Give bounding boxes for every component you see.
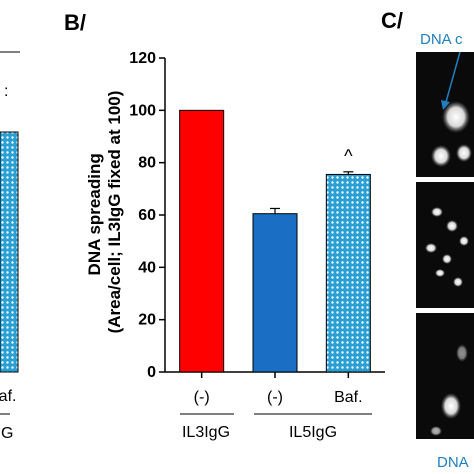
panel-c-top-annotation: DNA c — [420, 31, 463, 48]
y-axis-label: DNA spreading (Area/cell; IL3IgG fixed a… — [85, 91, 124, 334]
category-label: Baf. — [334, 389, 362, 406]
panel-a-fragment: : Baf. G — [0, 51, 20, 442]
panel-a-legend-fragment: : — [4, 83, 8, 100]
y-tick-label: 20 — [138, 312, 156, 329]
y-tick-label: 100 — [129, 102, 156, 119]
panel-b-label: B/ — [64, 10, 86, 35]
dna-cloud-arrow-head — [441, 100, 450, 110]
y-axis-label-line-2: (Area/cell; IL3IgG fixed at 100) — [105, 91, 124, 334]
micrograph-bottom — [416, 313, 474, 439]
group-label-il5igg: IL5IgG — [289, 424, 337, 441]
dna-cloud-arrow — [445, 51, 461, 103]
bar — [179, 109, 225, 373]
plot-area: 0 20 40 60 80 100 120 (-) (-) ^ Baf. — [129, 50, 385, 406]
y-tick-label: 0 — [147, 364, 156, 381]
y-tick-label: 80 — [138, 155, 156, 172]
panel-b: B/ DNA spreading (Area/cell; IL3IgG fixe… — [64, 10, 385, 441]
panel-c-label: C/ — [381, 8, 403, 33]
category-label: (-) — [194, 389, 210, 406]
group-label-il3igg: IL3IgG — [182, 424, 230, 441]
panel-a-category-label: Baf. — [0, 388, 16, 405]
panel-a-bar — [0, 131, 19, 373]
panel-c: C/ DNA c DNA — [381, 8, 474, 471]
category-label: (-) — [267, 389, 283, 406]
panel-a-group-label: G — [1, 425, 13, 442]
panel-c-bottom-annotation: DNA — [437, 454, 469, 471]
bar — [252, 213, 298, 373]
y-tick-label: 120 — [129, 50, 156, 67]
y-axis-label-line-1: DNA spreading — [85, 153, 104, 275]
micrograph-top — [416, 51, 474, 177]
micrograph-middle — [416, 182, 474, 308]
y-tick-label: 60 — [138, 207, 156, 224]
significance-marker: ^ — [344, 146, 353, 166]
y-tick-label: 40 — [138, 259, 156, 276]
bar — [325, 173, 371, 373]
